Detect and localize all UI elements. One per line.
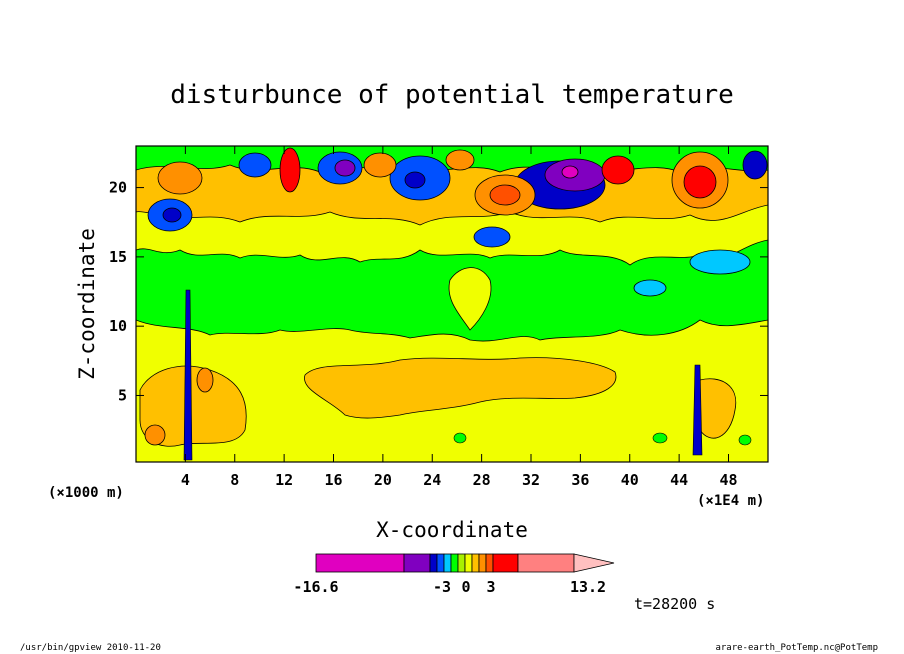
colorbar-segment (517, 553, 575, 573)
colorbar-segment (403, 553, 431, 573)
colorbar-extend-arrow (573, 553, 615, 573)
x-tick-label: 4 (181, 471, 190, 489)
x-tick-label: 44 (670, 471, 688, 489)
colorbar-segment (429, 553, 438, 573)
colorbar-segment (478, 553, 487, 573)
colorbar-segment (315, 553, 405, 573)
x-tick-label: 12 (275, 471, 293, 489)
x-axis-label: X-coordinate (376, 518, 528, 542)
x-tick-label: 20 (374, 471, 392, 489)
x-axis-ticks: 4 8 12 16 20 24 28 32 36 40 44 48 (181, 146, 738, 489)
x-unit-left: (×1000 m) (48, 485, 124, 501)
x-unit-right: (×1E4 m) (697, 493, 764, 509)
colorbar-segment (436, 553, 445, 573)
footer-right: arare-earth_PotTemp.nc@PotTemp (715, 643, 878, 653)
colorbar-segment (457, 553, 466, 573)
x-tick-label: 40 (621, 471, 639, 489)
x-tick-label: 48 (719, 471, 737, 489)
x-tick-label: 32 (522, 471, 540, 489)
x-tick-label: 28 (473, 471, 491, 489)
colorbar-label: 0 (461, 578, 470, 596)
colorbar-segment (471, 553, 480, 573)
colorbar-labels: -16.6 -3 0 3 13.2 (293, 578, 606, 596)
x-tick-label: 36 (571, 471, 589, 489)
colorbar-segment (450, 553, 459, 573)
x-tick-label: 16 (324, 471, 342, 489)
colorbar-label: -3 (433, 578, 451, 596)
colorbar-label: 3 (486, 578, 495, 596)
y-axis-label: Z-coordinate (75, 228, 99, 380)
y-tick-label: 5 (118, 386, 127, 404)
contour-field (135, 145, 769, 463)
colorbar-label: 13.2 (570, 578, 606, 596)
x-tick-label: 8 (230, 471, 239, 489)
colorbar-segment (443, 553, 452, 573)
colorbar-segment (492, 553, 519, 573)
y-tick-label: 20 (109, 179, 127, 197)
colorbar-segment (485, 553, 494, 573)
colorbar-segment (464, 553, 473, 573)
colorbar (315, 553, 615, 573)
y-axis-ticks: 5 10 15 20 (109, 179, 768, 404)
chart-title: disturbunce of potential temperature (170, 80, 734, 110)
colorbar-label: -16.6 (293, 578, 338, 596)
time-label: t=28200 s (634, 595, 715, 613)
x-tick-label: 24 (423, 471, 441, 489)
y-tick-label: 15 (109, 248, 127, 266)
footer-left: /usr/bin/gpview 2010-11-20 (20, 643, 161, 653)
y-tick-label: 10 (109, 317, 127, 335)
